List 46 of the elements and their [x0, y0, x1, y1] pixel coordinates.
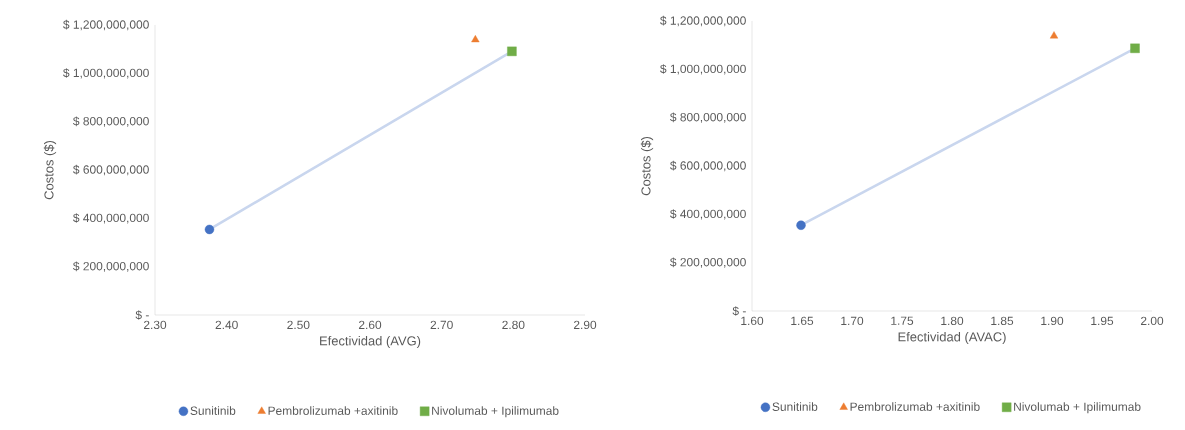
y-axis-title: Costos ($): [640, 136, 654, 196]
x-axis-title: Efectividad (AVG): [320, 335, 421, 349]
legend-label: Sunitinib: [772, 402, 818, 411]
y-tick-label: $ 1,200,000,000: [63, 19, 149, 31]
legend-label: Nivolumab + Ipilimumab: [432, 406, 559, 418]
x-axis-title: Efectividad (AVAC): [898, 331, 1006, 345]
y-tick-label: $ -: [732, 306, 746, 316]
x-tick-label: 1.75: [891, 316, 914, 325]
y-tick-label: $ 600,000,000: [670, 160, 746, 172]
point: [796, 220, 806, 230]
legend-label: Pembrolizumab +axitinib: [268, 406, 398, 415]
x-tick-label: 2.50: [287, 320, 310, 330]
x-tick-label: 2.00: [1140, 316, 1164, 326]
x-tick-label: 2.70: [430, 320, 453, 330]
x-tick-label: 2.80: [502, 320, 525, 330]
x-tick-label: 2.40: [215, 320, 238, 330]
y-tick-label: $ 1,000,000,000: [63, 68, 149, 79]
y-tick-label: $ 600,000,000: [73, 164, 149, 176]
y-tick-label: $ 200,000,000: [73, 261, 149, 272]
y-tick-label: $ 400,000,000: [73, 213, 149, 224]
point: [204, 224, 215, 235]
point: [471, 35, 480, 43]
y-tick-label: $ 1,200,000,000: [660, 15, 746, 27]
legend-label: Sunitinib: [190, 406, 236, 415]
point: [1130, 43, 1140, 53]
x-tick-label: 1.90: [1041, 316, 1064, 326]
point: [507, 46, 517, 57]
x-tick-label: 1.95: [1091, 316, 1114, 326]
x-tick-label: 1.60: [741, 316, 764, 326]
y-tick-label: $ 800,000,000: [73, 116, 149, 127]
y-tick-label: $ 400,000,000: [670, 209, 746, 220]
y-tick-label: $ -: [135, 310, 149, 320]
x-tick-label: 2.30: [143, 320, 167, 330]
legend-label: Nivolumab + Ipilimumab: [1014, 402, 1141, 414]
legend-label: Pembrolizumab +axitinib: [850, 402, 980, 411]
point: [1049, 31, 1059, 39]
x-tick-label: 2.60: [358, 320, 382, 330]
y-tick-label: $ 1,000,000,000: [660, 64, 746, 75]
x-tick-label: 1.80: [941, 316, 964, 326]
y-tick-label: $ 200,000,000: [670, 257, 746, 268]
x-tick-label: 1.85: [991, 316, 1014, 326]
y-axis-title: Costos ($): [43, 140, 57, 200]
x-tick-label: 1.70: [841, 316, 864, 326]
x-tick-label: 1.65: [791, 316, 814, 326]
y-tick-label: $ 800,000,000: [670, 112, 746, 123]
x-tick-label: 2.90: [573, 320, 597, 330]
